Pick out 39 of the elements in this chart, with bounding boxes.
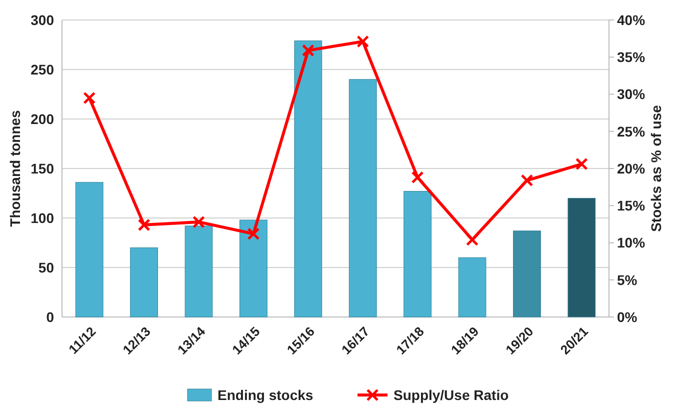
y2-tick-label: 30%: [617, 86, 646, 102]
y-tick-label: 50: [38, 259, 54, 276]
bar: [294, 40, 322, 318]
bar: [568, 198, 596, 318]
point: [411, 171, 424, 184]
y2-tick-label: 20%: [617, 160, 646, 176]
bar: [348, 79, 377, 318]
y2-tick-label: 40%: [617, 12, 646, 28]
point: [356, 35, 370, 48]
y2-tick-label: 25%: [617, 123, 646, 140]
y-tick-label: 250: [30, 61, 54, 78]
y-tick-label: 200: [30, 110, 54, 127]
point: [83, 92, 96, 104]
bar: [240, 220, 268, 318]
y2-tick-label: 35%: [617, 49, 646, 66]
point: [575, 158, 588, 170]
y2-tick-label: 15%: [617, 198, 646, 214]
bar: [184, 226, 213, 318]
bar: [513, 230, 541, 318]
y-tick-label: 100: [30, 210, 54, 226]
bar: [404, 191, 432, 318]
y2-axis-title: Stocks as % of use: [648, 104, 664, 232]
y2-tick-label: 0%: [617, 308, 638, 325]
y-tick-label: 300: [30, 12, 54, 28]
y-tick-label: 150: [30, 160, 54, 176]
bar: [458, 257, 486, 318]
legend-label: Ending stocks: [218, 386, 314, 403]
point: [192, 216, 205, 228]
bar: [130, 247, 158, 318]
point: [302, 44, 314, 57]
y2-tick-label: 5%: [617, 272, 638, 288]
point: [520, 174, 534, 187]
y-tick-label: 0: [46, 308, 54, 325]
bar: [75, 182, 104, 318]
y2-tick-label: 10%: [617, 234, 646, 251]
y-axis-title: Thousand tonnes: [7, 110, 23, 227]
legend-label: Supply/Use Ratio: [394, 386, 509, 403]
point: [138, 218, 150, 232]
point: [247, 228, 260, 240]
